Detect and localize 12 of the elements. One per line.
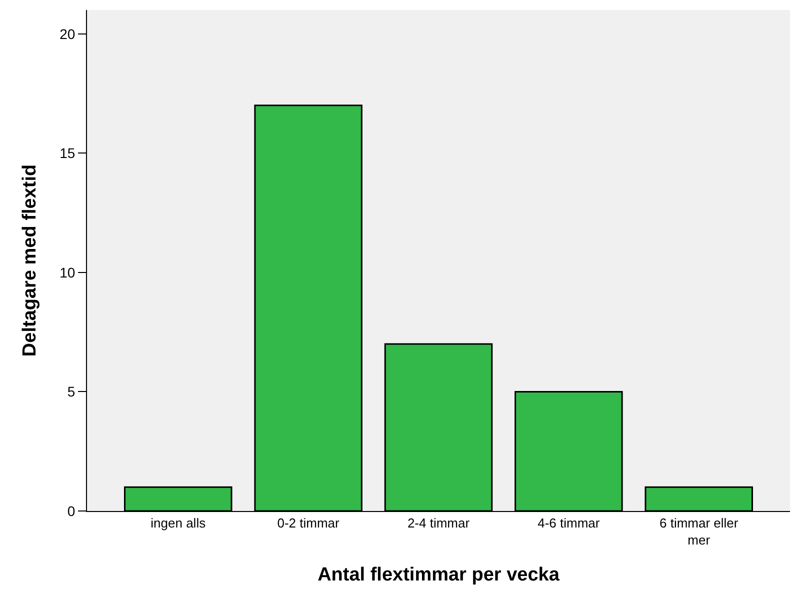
x-tick-label: 6 timmar eller mer: [659, 516, 739, 548]
y-tick-label: 10: [60, 264, 76, 280]
y-tick-label: 15: [60, 145, 76, 162]
y-tick-label: 20: [60, 26, 76, 42]
x-tick-label: ingen alls: [150, 516, 206, 531]
x-tick-label: 0-2 timmar: [277, 516, 340, 531]
y-axis-title: Deltagare med flextid: [19, 164, 40, 357]
y-tick-label: 0: [67, 502, 76, 519]
y-tick-label: 5: [67, 384, 76, 400]
x-axis-title: Antal flextimmar per vecka: [318, 564, 560, 586]
x-tick-label: 4-6 timmar: [538, 516, 600, 531]
x-tick-label: 2-4 timmar: [407, 516, 470, 531]
